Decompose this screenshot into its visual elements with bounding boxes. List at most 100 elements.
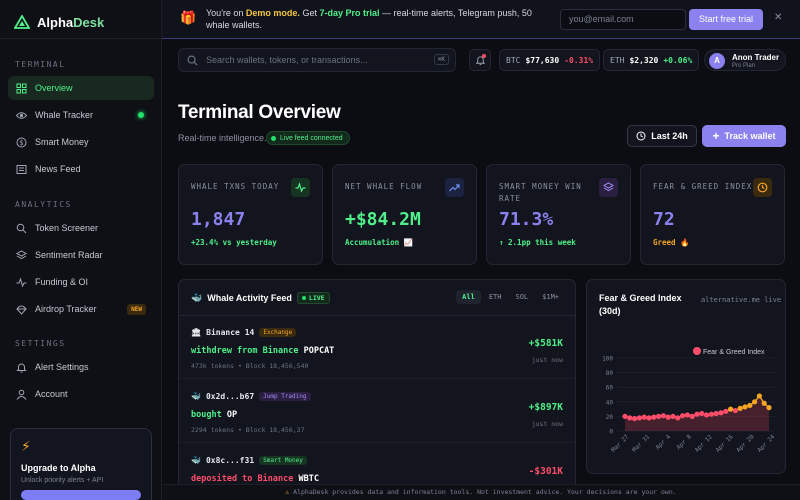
sidebar-item-alert-settings[interactable]: Alert Settings [8,355,154,379]
search-icon [16,223,27,234]
upgrade-card[interactable]: ⚡ Upgrade to Alpha Unlock priority alert… [10,428,152,500]
token-symbol[interactable]: OP [226,410,238,420]
sidebar-item-funding-oi[interactable]: Funding & OI [8,270,154,294]
sidebar-item-account[interactable]: Account [8,382,154,406]
sidebar-item-news-feed[interactable]: News Feed [8,157,154,181]
divider [0,38,162,39]
sidebar-item-sentiment-radar[interactable]: Sentiment Radar [8,243,154,267]
data-point[interactable] [732,407,738,414]
filter-sol[interactable]: SOL [515,293,529,301]
data-point[interactable] [761,400,767,406]
x-tick-label: Apr 24 [756,433,777,454]
feed-row-amount: -$301K [528,466,563,477]
data-point[interactable] [713,410,719,417]
data-point[interactable] [680,413,686,419]
data-point[interactable] [766,405,772,411]
wallet-name[interactable]: 0x2d...b67 [205,392,255,401]
data-point[interactable] [660,413,666,419]
x-tick-label: Apr 16 [714,433,735,454]
data-point[interactable] [627,415,633,421]
feed-row-action: bought OP [191,410,238,420]
close-icon[interactable]: ✕ [774,12,783,23]
filter-all[interactable]: All [456,290,481,304]
token-symbol[interactable]: POPCAT [303,346,335,356]
sidebar-item-smart-money[interactable]: $ Smart Money [8,130,154,154]
data-point[interactable] [684,412,690,418]
sidebar-item-token-screener[interactable]: Token Screener [8,216,154,240]
data-point[interactable] [728,406,734,412]
data-point[interactable] [723,408,729,414]
data-point[interactable] [689,413,695,419]
data-point[interactable] [737,405,743,411]
stat-sub: Accumulation 📈 [345,238,414,247]
data-point[interactable] [699,410,705,417]
stat-sub: ↑ 2.1pp this week [499,238,576,247]
user-plan: Pro Plan [732,63,756,69]
sidebar-item-label: Whale Tracker [35,110,94,120]
data-point[interactable] [694,411,700,417]
new-badge: NEW [127,303,146,315]
track-wallet-button[interactable]: + Track wallet [702,125,786,147]
data-point[interactable] [646,415,652,421]
stat-card-fear-greed-index: FEAR & GREED INDEX 72 Greed 🔥 [640,164,785,265]
notifications-button[interactable] [469,49,491,71]
data-point[interactable] [742,404,748,410]
grid-icon [16,83,27,94]
page-subtitle: Real-time intelligence. [178,133,267,143]
search-input[interactable]: Search wallets, tokens, or transactions.… [178,48,456,72]
ticker-btc[interactable]: BTC $77,630 -0.31% [499,49,601,71]
user-menu[interactable]: A Anon Trader Pro Plan [704,49,786,71]
notification-dot [482,54,486,58]
ticker-symbol: ETH [610,55,625,65]
data-point[interactable] [704,412,710,418]
sidebar-item-label: News Feed [35,164,81,174]
ticker-eth[interactable]: ETH $2,320 +0.06% [603,49,700,71]
wallet-name[interactable]: Binance 14 [206,328,255,337]
data-point[interactable] [651,414,657,420]
search-icon [187,55,198,66]
time-range-button[interactable]: Last 24h [627,125,697,147]
data-point[interactable] [708,411,714,417]
stat-sub: +23.4% vs yesterday [191,238,277,247]
data-point[interactable] [665,414,671,420]
data-point[interactable] [747,402,753,409]
feed-row[interactable]: 🐳 0x2d...b67 Jump Trading bought OP 2294… [179,380,575,443]
x-tick-label: Apr 8 [675,433,693,451]
stat-value: 1,847 [191,209,246,230]
sidebar-item-overview[interactable]: Overview [8,76,154,100]
x-tick-label: Mar 27 [610,433,631,454]
feed-row-meta: 473k tokens • Block 18,456,540 [191,362,309,370]
sidebar-item-whale-tracker[interactable]: Whale Tracker [8,103,154,127]
email-field[interactable]: you@email.com [560,9,686,30]
token-symbol[interactable]: WBTC [298,474,319,484]
y-tick-label: 20 [606,414,614,421]
data-point[interactable] [641,414,647,420]
data-point[interactable] [622,413,628,419]
data-point[interactable] [656,413,662,419]
feed-filters: All ETH SOL $1M+ [456,290,565,304]
sidebar-item-label: Token Screener [35,223,99,233]
filter-1m[interactable]: $1M+ [542,293,559,301]
live-dot [138,112,144,118]
chart-title: Fear & Greed Index (30d) [599,293,682,316]
data-point[interactable] [670,413,676,419]
feed-row[interactable]: 🏛 Binance 14 Exchange withdrew from Bina… [179,316,575,379]
data-point[interactable] [752,399,758,405]
sidebar-item-label: Smart Money [35,137,89,147]
brand[interactable]: AlphaDesk [14,12,104,32]
wallet-name[interactable]: 0x8c...f31 [205,456,255,465]
data-point[interactable] [636,415,642,421]
y-tick-label: 80 [606,370,614,377]
area-fill [625,395,769,431]
sidebar-item-label: Overview [35,83,73,93]
filter-eth[interactable]: ETH [488,293,502,301]
legend-swatch [693,347,701,355]
data-point[interactable] [675,415,681,421]
upgrade-button[interactable] [21,490,141,500]
data-point[interactable] [756,393,762,399]
sidebar-item-airdrop-tracker[interactable]: Airdrop Tracker NEW [8,297,154,321]
fear-greed-chart: 0 20 40 60 80 100 Mar 27 Mar 31 Apr 4 Apr 8 Apr 12… [602,347,777,454]
data-point[interactable] [718,410,724,416]
data-point[interactable] [632,415,638,422]
start-trial-button[interactable]: Start free trial [689,9,763,30]
